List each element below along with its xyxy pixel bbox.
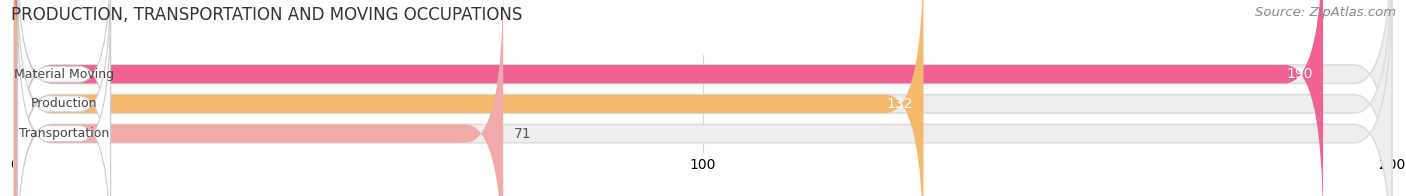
FancyBboxPatch shape xyxy=(14,0,924,196)
Text: Transportation: Transportation xyxy=(18,127,110,140)
FancyBboxPatch shape xyxy=(17,0,111,196)
FancyBboxPatch shape xyxy=(14,0,1323,196)
Text: PRODUCTION, TRANSPORTATION AND MOVING OCCUPATIONS: PRODUCTION, TRANSPORTATION AND MOVING OC… xyxy=(11,6,523,24)
Text: Material Moving: Material Moving xyxy=(14,68,114,81)
FancyBboxPatch shape xyxy=(14,0,1392,196)
FancyBboxPatch shape xyxy=(14,0,503,196)
Text: 132: 132 xyxy=(887,97,912,111)
FancyBboxPatch shape xyxy=(14,0,1392,196)
Text: 190: 190 xyxy=(1286,67,1313,81)
FancyBboxPatch shape xyxy=(14,0,1392,196)
FancyBboxPatch shape xyxy=(17,0,111,196)
Text: 71: 71 xyxy=(513,127,531,141)
Text: Source: ZipAtlas.com: Source: ZipAtlas.com xyxy=(1256,6,1396,19)
FancyBboxPatch shape xyxy=(17,8,111,196)
Text: Production: Production xyxy=(31,97,97,110)
